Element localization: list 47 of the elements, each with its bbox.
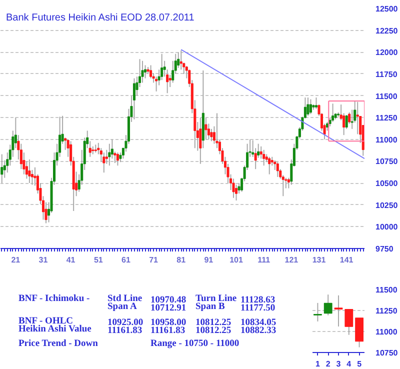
text: 11177.50 <box>240 304 276 314</box>
text: 11161.83 <box>150 326 186 336</box>
x-tick-label: 4 <box>346 360 352 368</box>
y-tick-label: 11500 <box>376 286 398 294</box>
x-tick-label: 61 <box>122 256 131 264</box>
x-tick-label: 5 <box>357 360 362 368</box>
y-tick-label: 12500 <box>376 4 398 14</box>
x-tick-label: 101 <box>230 256 244 264</box>
x-tick-label: 31 <box>38 256 48 264</box>
x-tick-label: 71 <box>149 256 159 264</box>
chart-title: Bank Futures Heikin Ashi EOD 28.07.2011 <box>6 12 195 24</box>
x-tick-label: 111 <box>258 256 271 264</box>
x-tick-label: 2 <box>326 360 331 368</box>
x-tick-label: 121 <box>284 256 299 264</box>
y-tick-label: 11250 <box>376 306 398 316</box>
y-tick-label: 9750 <box>376 244 394 254</box>
y-tick-label: 10750 <box>376 348 398 358</box>
x-tick-label: 141 <box>340 256 354 264</box>
y-tick-label: 12000 <box>376 48 398 58</box>
y-tick-label: 10000 <box>376 222 398 232</box>
text: Span B <box>196 302 226 312</box>
x-tick-label: 131 <box>312 256 326 264</box>
y-tick-label: 11000 <box>376 135 398 144</box>
text: 10812.25 <box>196 326 232 336</box>
x-tick-label: 91 <box>204 256 214 264</box>
text: BNF - Ichimoku - <box>18 294 90 304</box>
text: 10882.33 <box>240 326 276 336</box>
y-tick-label: 11000 <box>376 328 398 336</box>
x-tick-label: 21 <box>11 256 21 264</box>
x-tick-label: 81 <box>176 256 186 264</box>
y-tick-label: 11500 <box>376 92 398 101</box>
y-tick-label: 10250 <box>376 200 398 210</box>
y-tick-label: 11250 <box>376 114 398 123</box>
text: 10712.91 <box>150 304 186 314</box>
x-tick-label: 51 <box>94 256 104 264</box>
x-tick-label: 1 <box>315 360 320 368</box>
text: Heikin Ashi Value <box>18 324 92 334</box>
y-tick-label: 11750 <box>376 70 398 79</box>
y-tick-label: 10750 <box>376 157 398 166</box>
text: Range - 10750 - 11000 <box>150 339 240 350</box>
text: Price Trend - Down <box>18 339 99 350</box>
x-tick-label: 3 <box>336 360 342 368</box>
y-tick-label: 12250 <box>376 26 398 36</box>
y-tick-label: 10500 <box>376 179 398 188</box>
x-tick-label: 41 <box>66 256 76 264</box>
text: Span A <box>108 302 137 312</box>
text: 11161.83 <box>108 326 142 336</box>
